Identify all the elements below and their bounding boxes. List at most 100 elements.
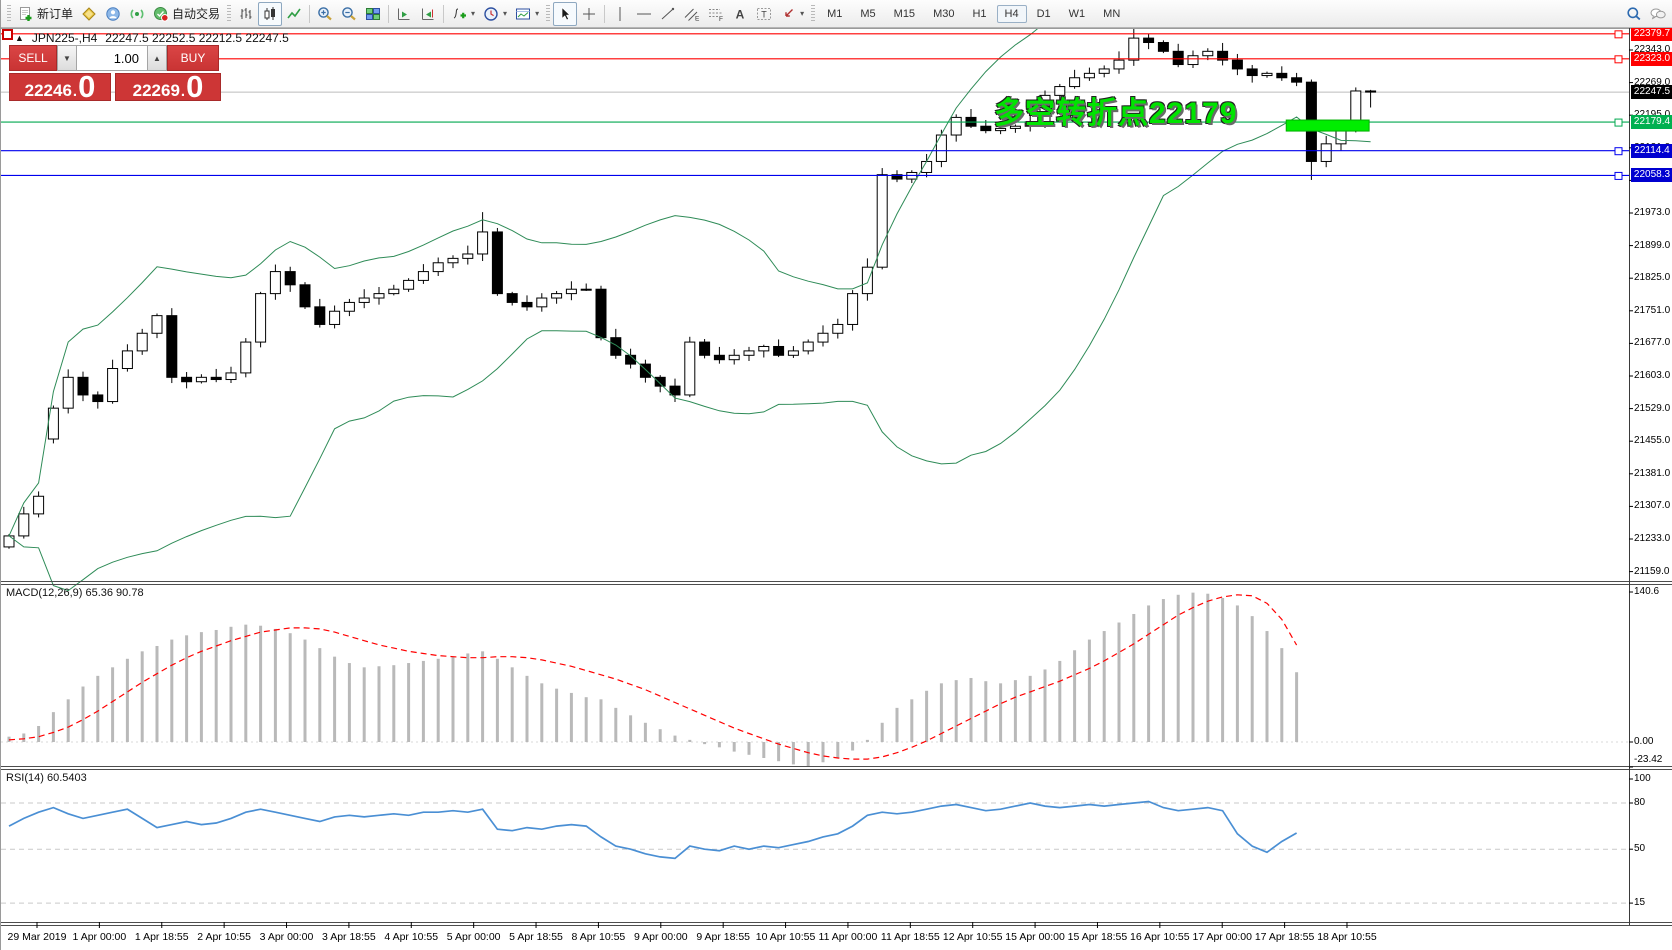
timeframe-h1-button[interactable]: H1 (972, 7, 987, 20)
timeframe-w1-button[interactable]: W1 (1068, 7, 1086, 20)
price-line-badge: 22323.0 (1631, 51, 1672, 66)
chevron-down-icon[interactable]: ▾ (535, 9, 540, 18)
candle (995, 127, 1007, 132)
cursor-icon (557, 6, 573, 22)
candle (1069, 77, 1081, 88)
fibonacci-button[interactable]: F (704, 2, 728, 26)
candle (1261, 72, 1273, 77)
candle (580, 288, 592, 291)
toolbar-grip[interactable] (546, 4, 551, 23)
candle (802, 341, 814, 352)
community-button[interactable] (101, 2, 125, 26)
candle (269, 271, 281, 295)
sell-price[interactable]: 22246. 0 (9, 71, 111, 102)
timeframe-m5-button[interactable]: M5 (860, 7, 876, 20)
toolbar-grip[interactable] (7, 4, 11, 23)
tile-windows-button[interactable] (361, 2, 385, 26)
text-button[interactable]: A (728, 2, 752, 26)
toolbar-grip[interactable] (227, 4, 232, 23)
candle (1143, 37, 1155, 44)
chart-shift-button[interactable] (416, 2, 440, 26)
chevron-down-icon[interactable]: ▾ (471, 9, 476, 18)
zoom-out-button[interactable] (337, 2, 361, 26)
new-order-button[interactable]: 新订单 (14, 2, 77, 26)
price-tick-label: 21973.0 (1634, 206, 1671, 218)
candle (817, 332, 829, 343)
candle (121, 350, 133, 370)
price-tick-label: 21159.0 (1634, 565, 1670, 577)
line-handle[interactable] (1614, 118, 1623, 127)
price-tick-label: 21899.0 (1634, 239, 1671, 251)
autotrading-icon (153, 6, 169, 22)
volume-decrease-button[interactable]: ▼ (57, 45, 77, 71)
candles-layer (3, 24, 1377, 549)
line-handle[interactable] (1614, 147, 1623, 156)
volume-increase-button[interactable]: ▲ (147, 45, 167, 71)
chevron-down-icon[interactable]: ▾ (503, 9, 508, 18)
cursor-button[interactable] (553, 1, 578, 26)
buy-price[interactable]: 22269. 0 (115, 71, 221, 102)
line-handle[interactable] (1614, 30, 1623, 39)
candle (314, 306, 326, 325)
arrows-button[interactable]: ▾ (776, 2, 808, 26)
autotrading-button[interactable]: 自动交易 (149, 2, 224, 26)
time-tick-label: 12 Apr 10:55 (942, 931, 1003, 943)
time-tick-label: 3 Apr 18:55 (322, 931, 376, 943)
periods-button[interactable]: ▾ (479, 2, 511, 26)
vertical-line-button[interactable] (608, 2, 632, 26)
timeframe-m15-button[interactable]: M15 (893, 7, 916, 20)
chat-button[interactable] (1646, 2, 1670, 26)
crosshair-button[interactable] (577, 2, 601, 26)
timeframe-m1-button[interactable]: M1 (827, 7, 843, 20)
horizontal-line-button[interactable] (632, 2, 656, 26)
trendline-button[interactable] (656, 2, 680, 26)
pivot-annotation-text[interactable]: 多空转折点22179 (994, 97, 1238, 130)
price-tick-label: 21307.0 (1634, 500, 1671, 512)
price-tick-label: 21603.0 (1634, 369, 1671, 381)
sell-button[interactable]: SELL (9, 45, 57, 71)
text-label-button[interactable]: T (752, 2, 776, 26)
volume-input[interactable] (77, 45, 147, 71)
time-tick-label: 10 Apr 10:55 (755, 931, 816, 943)
pivot-highlight-zone[interactable] (1285, 119, 1370, 132)
time-tick-label: 5 Apr 00:00 (446, 931, 501, 943)
collapse-triangle-icon[interactable]: ▲ (15, 33, 24, 43)
time-tick-label: 1 Apr 00:00 (72, 931, 127, 943)
timeframe-h4-button[interactable]: H4 (996, 4, 1027, 23)
toolbar-separator (388, 4, 390, 23)
indicators-button[interactable]: ▾ (447, 2, 479, 26)
search-button[interactable] (1622, 2, 1646, 26)
chart-candles-button[interactable] (258, 1, 283, 26)
line-handle[interactable] (1614, 55, 1623, 64)
timeframe-d1-button[interactable]: D1 (1036, 7, 1051, 20)
timeframe-m30-button[interactable]: M30 (933, 7, 955, 20)
candle (565, 288, 577, 295)
time-tick-label: 18 Apr 10:55 (1317, 931, 1377, 943)
line-handle[interactable] (1614, 171, 1623, 180)
chevron-down-icon[interactable]: ▾ (800, 9, 805, 18)
timeframe-mn-button[interactable]: MN (1103, 7, 1121, 20)
zoom-in-button[interactable] (313, 2, 337, 26)
candle (151, 315, 163, 334)
time-tick-label: 8 Apr 10:55 (571, 931, 626, 943)
price-line-badge: 22058.3 (1631, 168, 1672, 183)
toolbar-grip[interactable] (811, 4, 816, 23)
chat-icon (1650, 6, 1666, 22)
chart-line-button[interactable] (282, 2, 306, 26)
price-tick-label: 21455.0 (1634, 435, 1671, 447)
signals-icon (129, 6, 145, 22)
equidistant-channel-button[interactable]: E (680, 2, 704, 26)
candle (92, 394, 104, 403)
chart-shift-end-button[interactable] (392, 2, 416, 26)
signals-button[interactable] (125, 2, 149, 26)
chart-shift-icon (420, 6, 436, 22)
chart-bars-button[interactable] (234, 2, 258, 26)
rsi-axis-label: 80 (1634, 797, 1646, 808)
gold-chart-button[interactable] (77, 2, 101, 26)
candle (1335, 130, 1347, 145)
community-icon (105, 6, 121, 22)
templates-button[interactable]: ▾ (511, 2, 543, 26)
buy-button[interactable]: BUY (167, 45, 219, 71)
